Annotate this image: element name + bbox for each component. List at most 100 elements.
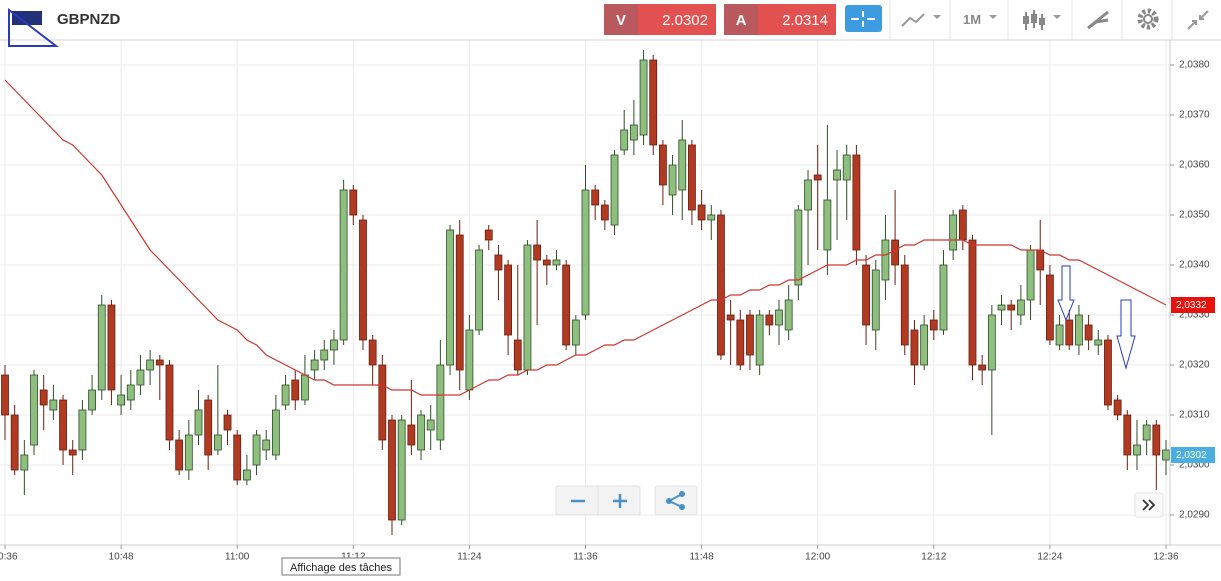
moving-average	[4, 79, 1167, 396]
candle-body	[242, 469, 251, 481]
chart-type-icon[interactable]	[901, 13, 925, 27]
sell-tag[interactable]	[604, 4, 638, 35]
x-tick-label: 12:36	[1153, 552, 1178, 563]
candle-body	[784, 299, 793, 331]
candle-body	[620, 129, 629, 151]
candle-body	[1075, 314, 1083, 346]
candle-body	[1084, 324, 1093, 341]
candle-body	[107, 304, 116, 391]
x-tick-label: 12:24	[1037, 552, 1062, 563]
candle-body	[629, 124, 638, 141]
x-tick-label: 11:00	[225, 552, 250, 563]
candle-body	[881, 239, 890, 281]
buy-button[interactable]: A 2.0314	[724, 4, 836, 35]
candle-icon-body	[1039, 18, 1045, 25]
x-tick-label: 12:00	[805, 552, 830, 563]
candle-body	[252, 434, 261, 466]
timeframe[interactable]: 1M	[963, 12, 981, 27]
collapse-icon[interactable]	[1187, 10, 1209, 30]
candle-body	[804, 179, 812, 211]
sell-button[interactable]: V 2.0302	[604, 4, 716, 35]
candle-body	[49, 399, 58, 411]
candle-body	[320, 349, 329, 361]
crosshair-button[interactable]	[845, 5, 882, 32]
candle-body	[1065, 319, 1074, 346]
candle-body	[378, 364, 387, 441]
candle-body	[813, 174, 822, 181]
candle-body	[436, 364, 445, 441]
candle-body	[126, 384, 135, 401]
candle-body	[213, 434, 222, 451]
candle-body	[194, 409, 203, 436]
candle-body	[533, 244, 542, 261]
candle-body	[407, 424, 416, 446]
candle-body	[726, 314, 735, 321]
candle-body	[610, 154, 619, 226]
candle-body	[659, 144, 667, 186]
symbol: GBPNZD	[57, 11, 121, 28]
x-tick-label: 11:12	[341, 552, 366, 563]
buy-tag[interactable]	[724, 4, 758, 35]
y-tick-label: 2,0310	[1179, 410, 1210, 421]
candle-body	[78, 409, 87, 451]
candle-body	[1055, 324, 1064, 346]
candle-body	[1007, 304, 1016, 311]
y-tick-label: 2,0290	[1179, 510, 1210, 521]
candle-body	[765, 314, 774, 326]
candle-body	[920, 324, 929, 366]
dropdown-arrow[interactable]	[1053, 15, 1061, 19]
arrow-annotation	[1116, 299, 1136, 370]
sell-label: V	[616, 12, 626, 29]
candle-body	[910, 329, 919, 366]
candle-body	[949, 214, 958, 251]
candle-body	[97, 304, 106, 391]
drawing-icon[interactable]	[1087, 10, 1109, 30]
candle-body	[678, 139, 687, 191]
scroll-icon	[1142, 499, 1156, 511]
candle-body	[542, 259, 551, 266]
candle-body	[939, 264, 948, 331]
candle-body	[900, 264, 909, 346]
dropdown-arrow[interactable]	[989, 15, 997, 19]
share-button[interactable]	[654, 485, 698, 516]
candle-body	[688, 144, 696, 211]
y-tick-label: 2,0350	[1179, 210, 1210, 221]
candle-body	[204, 399, 213, 456]
candle-body	[397, 419, 406, 521]
candle-body	[88, 389, 96, 411]
candle-body	[552, 259, 561, 266]
drawing-annotation	[8, 7, 59, 47]
candle-body	[1104, 339, 1112, 406]
candle-body	[20, 454, 29, 471]
candle-body	[562, 264, 571, 346]
zoom-in-button[interactable]	[613, 494, 627, 508]
candle-body	[39, 389, 48, 406]
candle-body	[475, 249, 483, 331]
dropdown-arrow[interactable]	[933, 15, 941, 19]
x-tick-label: 10:36	[0, 552, 18, 563]
candle-body	[233, 434, 242, 481]
candle-body	[1152, 424, 1161, 456]
candle-body	[184, 434, 193, 471]
candle-body	[891, 239, 899, 266]
candle-body	[523, 244, 532, 371]
settings-icon[interactable]	[1137, 8, 1159, 30]
candle-body	[591, 189, 600, 206]
candle-body	[1046, 274, 1054, 341]
candle-body	[359, 219, 367, 341]
candle-body	[301, 374, 309, 401]
candle-body	[59, 399, 67, 451]
candle-body	[852, 154, 861, 251]
candle-body	[1123, 414, 1132, 456]
candle-body	[310, 359, 319, 371]
x-tick-label: 11:24	[457, 552, 482, 563]
price-marker	[1171, 297, 1215, 313]
x-tick-label: 11:48	[689, 552, 714, 563]
candle-body	[175, 439, 184, 471]
candle-icon-body	[1031, 14, 1037, 23]
y-tick-label: 2,0360	[1179, 160, 1210, 171]
candle-body	[223, 414, 232, 431]
candle-body	[755, 314, 764, 366]
